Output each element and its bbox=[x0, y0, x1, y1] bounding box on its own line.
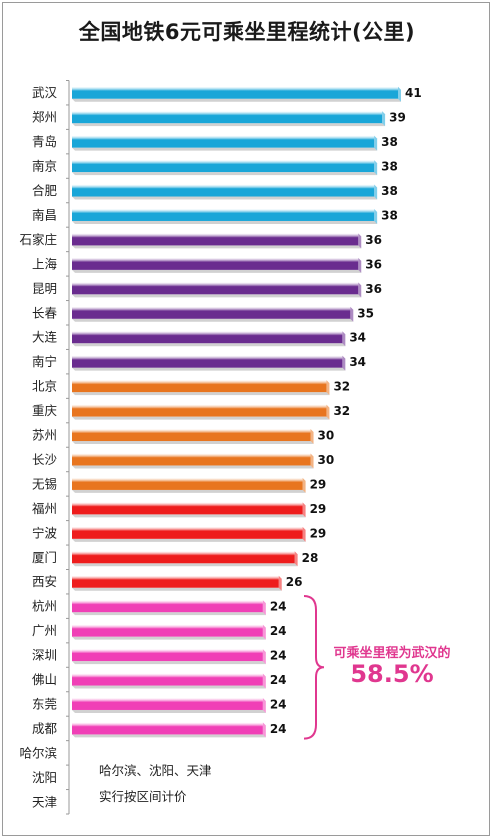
category-label: 昆明 bbox=[32, 281, 57, 296]
bar bbox=[72, 673, 266, 689]
category-label: 北京 bbox=[32, 379, 57, 394]
value-label: 26 bbox=[286, 575, 303, 589]
category-label: 合肥 bbox=[32, 183, 58, 198]
category-label: 石家庄 bbox=[19, 232, 57, 247]
value-label: 35 bbox=[357, 306, 374, 320]
value-label: 32 bbox=[333, 380, 350, 394]
bar bbox=[72, 477, 306, 493]
bar bbox=[72, 160, 378, 176]
category-label: 宁波 bbox=[32, 525, 58, 540]
bar bbox=[72, 429, 314, 445]
value-label: 38 bbox=[381, 135, 398, 149]
value-label: 24 bbox=[270, 624, 287, 638]
bar bbox=[72, 380, 330, 396]
value-label: 38 bbox=[381, 184, 398, 198]
bar bbox=[72, 404, 330, 420]
value-label: 30 bbox=[318, 429, 335, 443]
category-label: 深圳 bbox=[32, 648, 57, 663]
chart-title: 全国地铁6元可乘坐里程统计(公里) bbox=[78, 20, 416, 44]
bar bbox=[72, 453, 314, 469]
category-label: 武汉 bbox=[32, 85, 58, 100]
bar bbox=[72, 355, 346, 371]
category-label: 杭州 bbox=[32, 599, 57, 614]
value-label: 24 bbox=[270, 697, 287, 711]
category-label: 广州 bbox=[32, 623, 57, 638]
value-label: 28 bbox=[302, 551, 319, 565]
value-label: 38 bbox=[381, 208, 398, 222]
bar bbox=[72, 502, 306, 518]
bar bbox=[72, 697, 266, 713]
value-label: 29 bbox=[310, 477, 327, 491]
value-label: 36 bbox=[365, 282, 382, 296]
bar bbox=[72, 208, 378, 224]
category-label: 天津 bbox=[32, 794, 57, 809]
category-label: 南京 bbox=[32, 159, 57, 174]
bar bbox=[72, 526, 306, 542]
category-label: 上海 bbox=[32, 256, 58, 271]
category-label: 东莞 bbox=[32, 696, 57, 711]
category-label: 厦门 bbox=[32, 550, 57, 565]
category-label: 长春 bbox=[32, 305, 58, 320]
bar bbox=[72, 86, 401, 102]
value-label: 36 bbox=[365, 257, 382, 271]
bar bbox=[72, 306, 354, 322]
value-label: 24 bbox=[270, 649, 287, 663]
category-label: 重庆 bbox=[32, 403, 58, 418]
bar bbox=[72, 233, 362, 249]
category-label: 长沙 bbox=[32, 452, 58, 467]
bar bbox=[72, 135, 378, 151]
bar bbox=[72, 282, 362, 298]
category-label: 佛山 bbox=[32, 672, 57, 687]
category-label: 青岛 bbox=[32, 134, 57, 149]
value-label: 36 bbox=[365, 233, 382, 247]
category-label: 大连 bbox=[32, 330, 58, 345]
category-label: 哈尔滨 bbox=[19, 745, 57, 760]
bar bbox=[72, 257, 362, 273]
category-label: 西安 bbox=[32, 574, 57, 589]
value-label: 24 bbox=[270, 722, 287, 736]
category-label: 无锡 bbox=[32, 476, 57, 491]
bar bbox=[72, 184, 378, 200]
value-label: 39 bbox=[389, 111, 406, 125]
category-label: 郑州 bbox=[32, 110, 57, 125]
bar bbox=[72, 331, 346, 347]
category-label: 福州 bbox=[32, 501, 57, 516]
note-line-1: 哈尔滨、沈阳、天津 bbox=[99, 763, 212, 778]
group-brace bbox=[303, 594, 325, 740]
value-label: 29 bbox=[310, 502, 327, 516]
bar bbox=[72, 551, 298, 567]
value-label: 34 bbox=[349, 355, 366, 369]
value-label: 30 bbox=[318, 453, 335, 467]
category-label: 沈阳 bbox=[32, 770, 57, 785]
category-label: 南宁 bbox=[32, 354, 57, 369]
category-label: 南昌 bbox=[32, 207, 57, 222]
value-label: 29 bbox=[310, 526, 327, 540]
bar bbox=[72, 111, 386, 127]
bar bbox=[72, 600, 266, 616]
note-line-2: 实行按区间计价 bbox=[99, 789, 187, 804]
value-label: 41 bbox=[405, 86, 422, 100]
category-label: 成都 bbox=[32, 721, 58, 736]
callout-percentage: 58.5% bbox=[350, 660, 434, 688]
callout-label: 可乘坐里程为武汉的 bbox=[333, 646, 451, 661]
value-label: 24 bbox=[270, 673, 287, 687]
note-text: 哈尔滨、沈阳、天津 实行按区间计价 bbox=[99, 758, 212, 810]
value-label: 24 bbox=[270, 600, 287, 614]
value-label: 38 bbox=[381, 160, 398, 174]
value-label: 32 bbox=[333, 404, 350, 418]
category-label: 苏州 bbox=[32, 428, 57, 443]
bar bbox=[72, 722, 266, 738]
bar bbox=[72, 624, 266, 640]
value-label: 34 bbox=[349, 331, 366, 345]
bar bbox=[72, 649, 266, 665]
bar bbox=[72, 575, 282, 591]
